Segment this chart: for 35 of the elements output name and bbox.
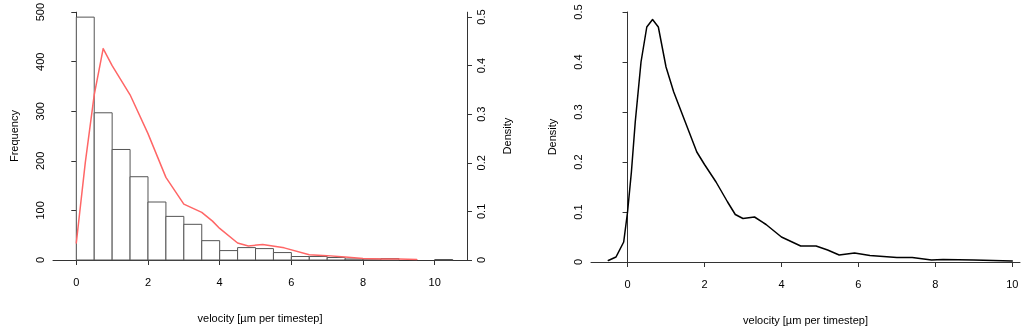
y-tick-label: 300 <box>33 102 46 121</box>
x-tick-label: 4 <box>216 275 223 288</box>
x-tick-label: 2 <box>701 277 708 290</box>
y-tick-label: 0 <box>571 258 584 266</box>
y2-tick-label: 0.3 <box>474 106 487 122</box>
y2-tick-label: 0.4 <box>474 57 487 74</box>
x-tick-label: 6 <box>288 275 295 288</box>
y-tick-label: 100 <box>33 201 46 220</box>
x-tick-label: 10 <box>428 275 441 288</box>
y-tick-label: 200 <box>33 151 46 171</box>
y2-tick-label: 0.2 <box>474 155 487 171</box>
y2-tick-label: 0.5 <box>474 9 487 25</box>
y-tick-label: 400 <box>33 52 46 71</box>
x-tick-label: 2 <box>144 275 152 288</box>
y-tick-label: 500 <box>33 3 46 22</box>
y-axis-title: Frequency <box>7 109 20 163</box>
x-tick-label: 0 <box>624 277 631 290</box>
x-tick-label: 4 <box>778 277 785 290</box>
y2-tick-label: 0 <box>474 256 487 264</box>
x-tick-label: 10 <box>1006 277 1019 290</box>
y-tick-label: 0.5 <box>571 4 584 20</box>
y-axis-title: Density <box>545 118 558 156</box>
x-axis-title: velocity [µm per timestep] <box>743 313 868 326</box>
x-tick-label: 0 <box>73 275 80 288</box>
y2-axis-title: Density <box>500 117 513 155</box>
y-tick-label: 0.4 <box>571 54 584 70</box>
y-tick-label: 0 <box>33 256 46 264</box>
y2-tick-label: 0.1 <box>474 203 487 220</box>
y-tick-label: 0.1 <box>571 204 584 220</box>
y-tick-label: 0.2 <box>571 154 584 170</box>
x-tick-label: 8 <box>932 277 939 290</box>
y-tick-label: 0.3 <box>571 104 584 120</box>
x-tick-label: 6 <box>855 277 862 290</box>
x-tick-label: 8 <box>359 275 367 288</box>
x-axis-title: velocity [µm per timestep] <box>197 311 323 324</box>
